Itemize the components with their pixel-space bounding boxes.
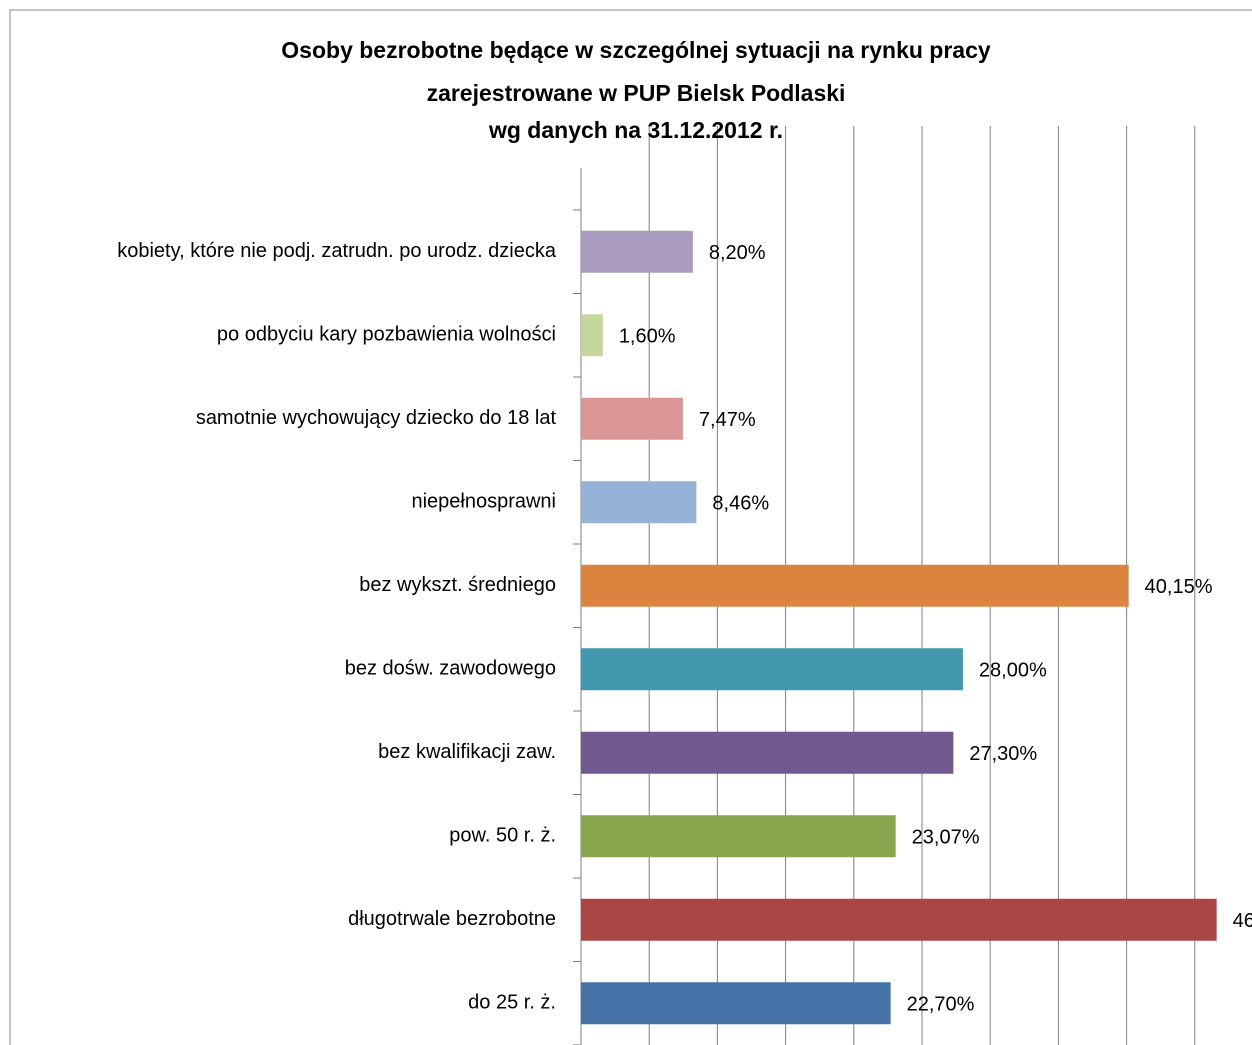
value-label: 23,07%: [912, 827, 980, 849]
category-label: kobiety, które nie podj. zatrudn. po uro…: [117, 240, 557, 262]
value-label: 7,47%: [699, 409, 756, 431]
bar: [581, 397, 683, 440]
bar: [581, 230, 693, 273]
bar: [581, 648, 963, 691]
category-label: długotrwale bezrobotne: [348, 908, 556, 930]
bar: [581, 982, 891, 1025]
category-label: samotnie wychowujący dziecko do 18 lat: [196, 407, 557, 429]
value-label: 8,46%: [712, 493, 769, 515]
chart-title: zarejestrowane w PUP Bielsk Podlaski: [427, 80, 846, 106]
bar: [581, 564, 1129, 607]
value-label: 46,60%: [1233, 910, 1252, 932]
bar: [581, 731, 954, 774]
category-label: bez kwalifikacji zaw.: [378, 741, 556, 763]
value-label: 8,20%: [709, 242, 766, 264]
category-label: po odbyciu kary pozbawienia wolności: [217, 324, 556, 346]
chart-title: Osoby bezrobotne będące w szczególnej sy…: [281, 37, 991, 63]
category-label: pow. 50 r. ż.: [449, 825, 556, 847]
value-label: 22,70%: [907, 994, 975, 1016]
chart-title: wg danych na 31.12.2012 r.: [488, 117, 783, 143]
category-label: bez dośw. zawodowego: [345, 658, 556, 680]
bar: [581, 898, 1217, 941]
value-label: 27,30%: [969, 743, 1037, 765]
category-label: do 25 r. ż.: [468, 992, 556, 1014]
bar: [581, 314, 603, 357]
value-label: 28,00%: [979, 660, 1047, 682]
category-label: niepełnosprawni: [411, 491, 556, 513]
value-label: 40,15%: [1145, 576, 1213, 598]
category-label: bez wykszt. średniego: [359, 574, 556, 596]
value-label: 1,60%: [619, 326, 676, 348]
chart-frame: [9, 9, 1252, 1045]
bar: [581, 815, 896, 858]
bar: [581, 481, 697, 524]
